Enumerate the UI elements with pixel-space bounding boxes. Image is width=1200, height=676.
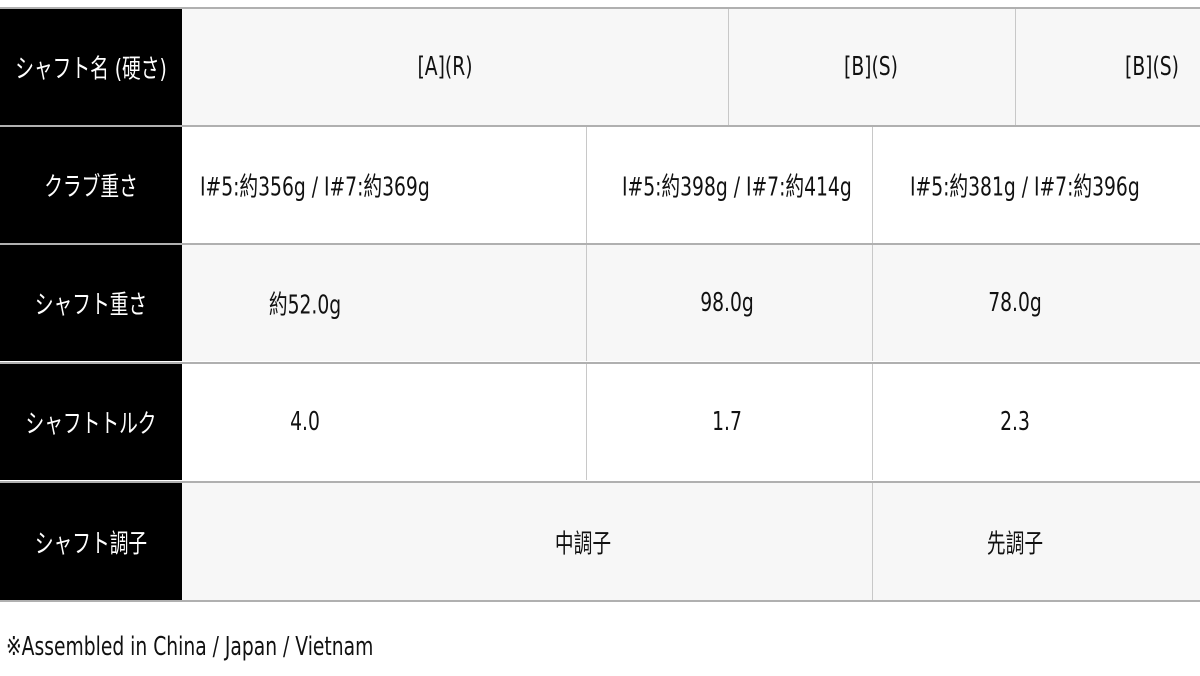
cell: 中調子 [554,529,612,560]
divider [586,364,587,480]
row-shaft-flex-point: シャフト調子 中調子 先調子 [0,481,1200,601]
divider [586,127,587,243]
row-header: シャフトトルク [0,364,182,480]
cell: 1.7 [712,407,742,437]
cell: [B](S) [1125,52,1179,82]
row-header: シャフト名 (硬さ) [0,9,182,125]
divider [586,245,587,361]
row-shaft-name: シャフト名 (硬さ) [A](R) [B](S) [B](S) [0,7,1200,125]
cell: [B](S) [844,52,898,82]
cell: [A](R) [417,52,473,82]
cell: 先調子 [986,529,1044,560]
cell: 約52.0g [268,290,342,321]
row-header: クラブ重さ [0,127,182,243]
cell: I#5:約398g / I#7:約414g [622,172,852,203]
cell: 78.0g [988,288,1042,318]
row-header: シャフト調子 [0,483,182,601]
assembly-note: ※Assembled in China / Japan / Vietnam [6,632,374,662]
row-label: シャフトトルク [25,409,157,440]
row-club-weight: クラブ重さ I#5:約356g / I#7:約369g I#5:約398g / … [0,125,1200,243]
row-shaft-weight: シャフト重さ 約52.0g 98.0g 78.0g [0,243,1200,361]
divider [872,483,873,601]
cell: 4.0 [290,407,320,437]
divider [1015,9,1016,125]
cell: I#5:約381g / I#7:約396g [910,172,1140,203]
row-label: シャフト重さ [34,290,148,321]
divider [872,364,873,480]
row-label: クラブ重さ [44,172,138,203]
table-bottom-border [0,600,1200,602]
row-header: シャフト重さ [0,245,182,361]
cell: 98.0g [700,288,754,318]
row-shaft-torque: シャフトトルク 4.0 1.7 2.3 [0,362,1200,480]
divider [728,9,729,125]
cell: I#5:約356g / I#7:約369g [200,172,430,203]
row-label: シャフト名 (硬さ) [15,54,167,85]
divider [872,127,873,243]
cell: 2.3 [1000,407,1030,437]
divider [872,245,873,361]
row-label: シャフト調子 [34,529,148,560]
